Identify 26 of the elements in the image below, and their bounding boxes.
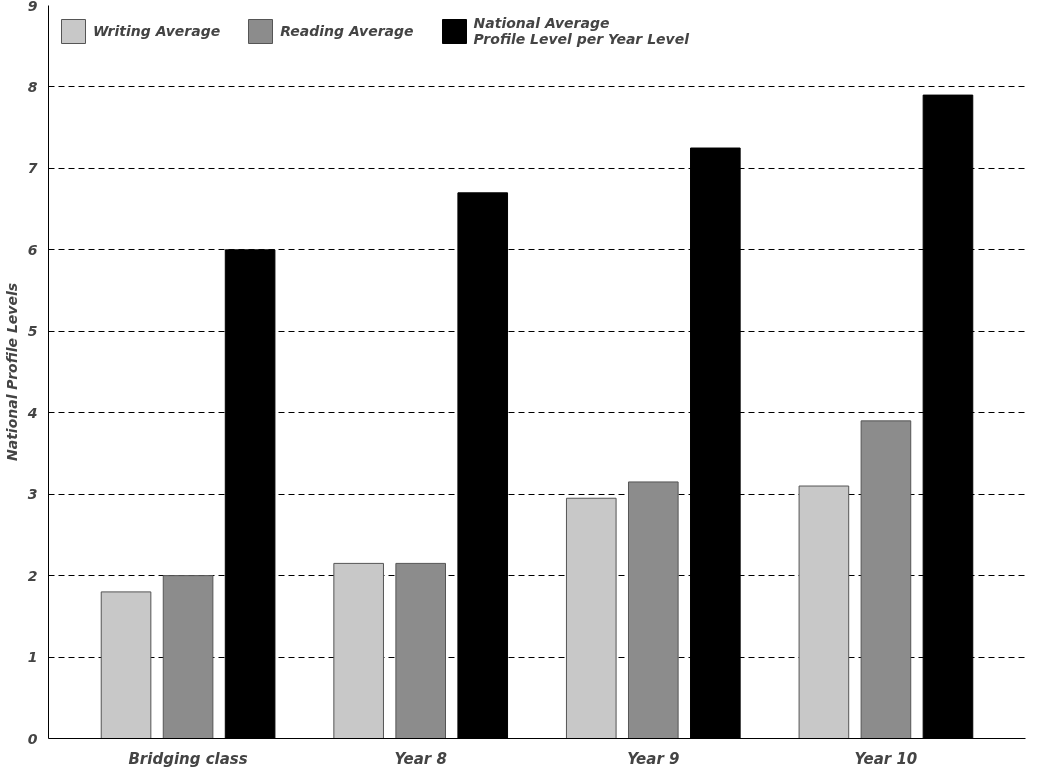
y-tick-label: 1 [27,649,38,666]
x-tick-label: Year 9 [627,749,680,768]
y-tick-label: 4 [26,404,38,421]
y-axis-title: National Profile Levels [3,282,20,462]
y-tick-label: 7 [27,160,38,177]
x-tick-label: Year 10 [854,749,918,768]
y-tick-label: 9 [27,0,38,14]
y-tick-label: 0 [27,730,38,747]
legend-label: Writing Average [93,23,221,39]
x-tick-label: Year 8 [394,749,447,768]
x-tick-label: Bridging class [128,749,248,768]
bar [628,481,679,739]
bar [860,420,912,739]
y-tick-label: 8 [27,78,38,95]
legend-label: National Average Profile Level per Year Level [473,15,689,47]
bar [100,591,152,739]
bar [333,562,384,739]
bar [162,575,214,739]
y-tick-label: 6 [27,241,38,258]
y-tick-label: 5 [27,323,38,340]
legend-label: Reading Average [280,23,414,39]
bar [565,497,617,739]
bar [395,562,446,739]
y-tick-label: 2 [27,567,38,584]
bar [798,485,850,739]
y-tick-label: 3 [27,486,38,503]
